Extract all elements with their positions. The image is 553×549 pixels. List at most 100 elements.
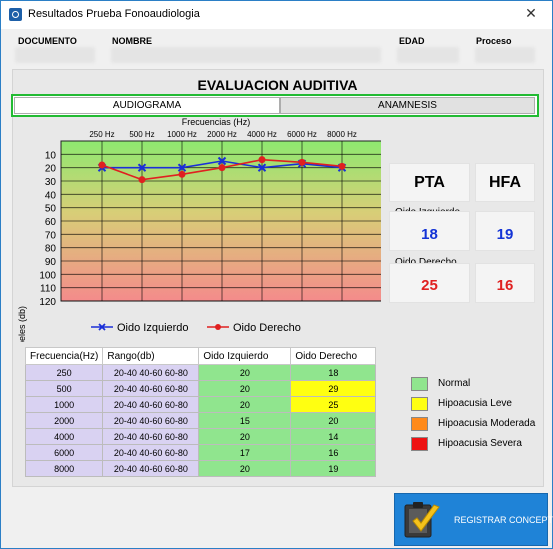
cell-freq: 500: [24, 380, 104, 397]
right-ear-point: [338, 162, 346, 170]
x-tick-label: 2000 Hz: [207, 130, 237, 139]
left-ear-point: [177, 163, 187, 172]
x-tick-label: 250 Hz: [89, 130, 114, 139]
cell-left: 20: [198, 428, 292, 445]
y-tick-labels: 10 20 30 40 50 60 70 80 90 100 110 120: [39, 150, 56, 308]
y-tick-label: 120: [39, 297, 56, 308]
col-header-rango: Rango(db): [102, 347, 200, 365]
left-ear-point-stroke: [137, 163, 147, 172]
app-icon: [9, 8, 22, 21]
nombre-label: NOMBRE: [112, 36, 152, 46]
table-row: 8000 20-40 40-60 60-80 20 19: [24, 460, 377, 477]
col-header-oido-derecho: Oido Derecho: [290, 347, 377, 365]
edad-label: EDAD: [399, 36, 425, 46]
x-tick-label: 500 Hz: [129, 130, 154, 139]
left-hfa-box: 19: [475, 211, 535, 251]
table-row: 500 20-40 40-60 60-80 20 29: [24, 380, 377, 397]
results-table: Frecuencia(Hz) Rango(db) Oido Izquierdo …: [24, 347, 377, 477]
section-title: EVALUACION AUDITIVA: [197, 77, 358, 93]
left-hfa-value: 19: [496, 226, 514, 243]
documento-value-redacted: [15, 47, 95, 63]
cell-right: 18: [290, 364, 377, 381]
cell-freq: 6000: [24, 444, 104, 461]
right-hfa-box: 16: [475, 263, 535, 303]
y-tick-label: 40: [45, 190, 57, 201]
right-ear-point: [138, 176, 146, 184]
cell-right: 20: [290, 412, 377, 429]
cell-range: 20-40 40-60 60-80: [102, 460, 200, 477]
series-group: [97, 156, 347, 184]
title-bar: Resultados Prueba Fonoaudiologia ✕: [1, 1, 552, 29]
cell-left: 20: [198, 460, 292, 477]
proceso-value-redacted: [475, 47, 535, 63]
right-ear-label: Oido Derecho: [395, 257, 457, 268]
legend-swatch-severa: [411, 437, 428, 451]
left-pta-value: 18: [421, 226, 438, 243]
y-tick-label: 50: [45, 204, 57, 215]
y-tick-label: 90: [45, 257, 57, 268]
cell-range: 20-40 40-60 60-80: [102, 428, 200, 445]
x-tick-label: 4000 Hz: [247, 130, 277, 139]
cell-left: 20: [198, 380, 292, 397]
right-ear-point: [298, 158, 306, 166]
cell-freq: 250: [24, 364, 104, 381]
left-ear-point: [257, 163, 267, 172]
x-tick-label: 1000 Hz: [167, 130, 197, 139]
cell-left: 20: [198, 364, 292, 381]
right-ear-point: [178, 170, 186, 178]
right-pta-box: 25: [389, 263, 470, 303]
left-ear-point: [137, 163, 147, 172]
chart-ylabel: Decibeles (db): [17, 306, 27, 342]
x-tick-label: 6000 Hz: [287, 130, 317, 139]
legend-label-moderada: Hipoacusia Moderada: [438, 418, 536, 429]
cell-left: 15: [198, 412, 292, 429]
table-row: 4000 20-40 40-60 60-80 20 14: [24, 428, 377, 445]
legend-marker: [98, 323, 106, 331]
col-header-frecuencia: Frecuencia(Hz): [24, 347, 104, 365]
legend-swatch-leve: [411, 397, 428, 411]
cell-freq: 2000: [24, 412, 104, 429]
table-row: 6000 20-40 40-60 60-80 17 16: [24, 444, 377, 461]
cell-range: 20-40 40-60 60-80: [102, 396, 200, 413]
left-ear-point-stroke: [177, 163, 187, 172]
left-ear-point-stroke: [257, 163, 267, 172]
legend-label-leve: Hipoacusia Leve: [438, 398, 512, 409]
table-header-row: Frecuencia(Hz) Rango(db) Oido Izquierdo …: [24, 347, 377, 365]
cell-freq: 1000: [24, 396, 104, 413]
cell-right: 14: [290, 428, 377, 445]
y-tick-label: 20: [45, 164, 57, 175]
y-tick-label: 110: [40, 284, 56, 295]
clipboard-check-icon: [404, 502, 440, 538]
tab-audiograma[interactable]: AUDIOGRAMA: [14, 97, 280, 114]
col-header-oido-izquierdo: Oido Izquierdo: [198, 347, 292, 365]
chart-title: Frecuencias (Hz): [182, 117, 251, 127]
cell-right: 25: [290, 396, 377, 413]
y-tick-label: 100: [39, 270, 56, 281]
register-concept-button[interactable]: REGISTRAR CONCEPTO: [394, 493, 553, 546]
right-ear-point: [98, 161, 106, 169]
legend-label-normal: Normal: [438, 378, 471, 389]
cell-range: 20-40 40-60 60-80: [102, 412, 200, 429]
hfa-header: HFA: [489, 174, 521, 191]
tab-anamnesis[interactable]: ANAMNESIS: [280, 97, 535, 114]
pta-header-box: PTA: [389, 163, 470, 202]
legend-label: Oido Derecho: [233, 322, 301, 334]
x-tick-labels: 250 Hz 500 Hz 1000 Hz 2000 Hz 4000 Hz 6000 Hz…: [89, 130, 357, 139]
y-tick-label: 30: [45, 177, 57, 188]
legend-swatch-normal: [411, 377, 428, 391]
hfa-header-box: HFA: [475, 163, 535, 202]
table-row: 250 20-40 40-60 60-80 20 18: [24, 364, 377, 381]
proceso-label: Proceso: [476, 36, 512, 46]
cell-range: 20-40 40-60 60-80: [102, 364, 200, 381]
legend-label: Oido Izquierdo: [117, 322, 189, 334]
close-button[interactable]: ✕: [525, 6, 537, 22]
nombre-value-redacted: [111, 47, 381, 63]
cell-range: 20-40 40-60 60-80: [102, 444, 200, 461]
cell-left: 17: [198, 444, 292, 461]
x-tick-label: 8000 Hz: [327, 130, 357, 139]
window-title: Resultados Prueba Fonoaudiologia: [28, 8, 200, 20]
left-ear-point: [217, 156, 227, 166]
right-ear-point: [258, 156, 266, 164]
cell-right: 29: [290, 380, 377, 397]
